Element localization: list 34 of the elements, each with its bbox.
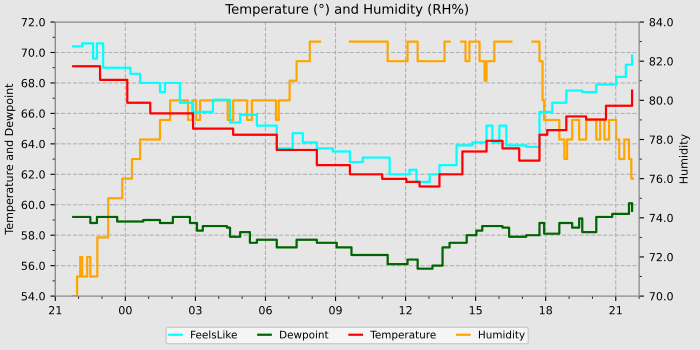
x-tick-label: 15 [470,306,482,314]
x-tick-label: 21 [49,306,62,314]
y-tick-label: 56.0 [22,262,45,270]
x-tick-label: 03 [189,306,202,314]
x-tick-label: 18 [540,306,552,314]
y-tick-label: 70.0 [22,48,45,57]
y2-tick-label: 74.0 [650,214,673,222]
y2-tick-label: 78.0 [650,135,673,144]
y-tick-label: 58.0 [22,231,45,240]
legend-label: Dewpoint [280,330,328,341]
y-tick-label: 66.0 [22,109,45,118]
y-tick-label: 62.0 [22,170,45,179]
y2-tick-label: 84.0 [650,18,673,26]
y2-tick-label: 82.0 [650,57,673,66]
y2-tick-label: 76.0 [650,174,673,184]
y2-tick-label: 80.0 [650,96,673,105]
x-tick-label: 00 [119,306,132,314]
chart-title: Temperature (°) and Humidity (RH%) [225,4,468,16]
y-tick-label: 68.0 [22,78,45,88]
x-tick-label: 09 [329,306,342,314]
y-axis-title: Temperature and Dewpoint [4,84,16,235]
legend-label: Temperature [370,330,436,341]
y2-axis-title: Humidity [679,134,690,184]
y-tick-label: 72.0 [22,18,45,26]
y-tick-label: 54.0 [22,292,45,300]
legend-label: Humidity [478,330,525,341]
x-tick-label: 12 [400,306,412,314]
x-tick-label: 21 [609,306,622,314]
legend-label: FeelsLike [191,330,237,339]
y2-tick-label: 72.0 [650,252,673,262]
y-tick-label: 60.0 [22,200,45,210]
y2-tick-label: 70.0 [650,292,673,300]
y-tick-label: 64.0 [22,140,45,148]
x-tick-label: 06 [259,306,272,314]
